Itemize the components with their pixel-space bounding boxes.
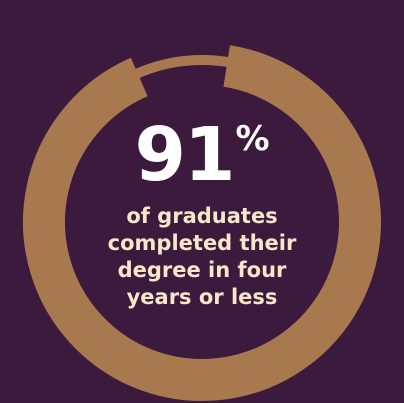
caption-line: years or less (126, 285, 278, 309)
caption-line: of graduates (126, 204, 278, 228)
caption-line: degree in four (117, 258, 287, 282)
stat-number: 91 (134, 112, 235, 198)
stat-caption: of graduates completed their degree in f… (0, 203, 404, 311)
caption-line: completed their (107, 231, 297, 255)
stat-unit: % (235, 119, 270, 159)
percentage-value: 91% (0, 118, 404, 192)
completed-arc (23, 45, 381, 401)
